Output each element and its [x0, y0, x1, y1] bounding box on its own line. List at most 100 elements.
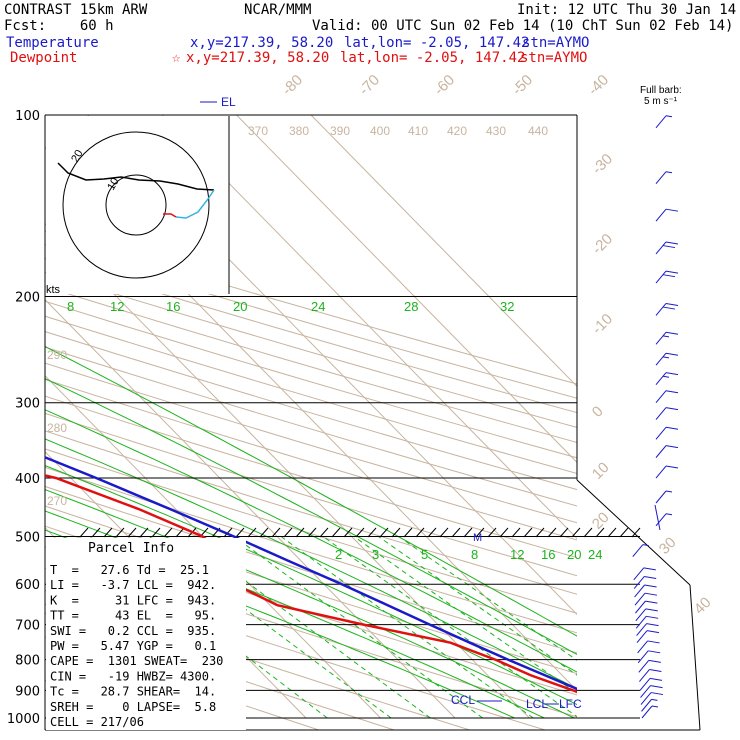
wind-barb-staff — [655, 372, 667, 385]
mixing-ratio-line — [89, 536, 328, 719]
moist-adiabat-label: 8 — [67, 299, 74, 314]
parcel-info-row: SWI = 0.2 CCL = 935. — [50, 624, 216, 638]
theta-e-label: 410 — [408, 124, 428, 138]
mixing-ratio-label: 2 — [335, 547, 342, 562]
wind-barb — [655, 115, 673, 129]
wind-barb — [655, 465, 679, 479]
forecast-hour: Fcst: 60 h — [4, 18, 114, 34]
freezing-hatch — [175, 527, 185, 538]
wind-barb — [640, 685, 663, 698]
wind-barb-half — [642, 544, 649, 547]
wind-barb-flag — [646, 615, 659, 619]
wind-barb-flag — [649, 677, 663, 681]
wind-barb-flag — [662, 245, 676, 249]
wind-barb-flag — [665, 331, 679, 335]
wind-barb-flag — [645, 600, 658, 604]
theta-e-label: 380 — [289, 124, 309, 138]
wind-barb-flag — [646, 623, 659, 627]
dry-adiabat-line — [45, 346, 577, 507]
wind-barb-staff — [655, 407, 667, 420]
wind-barb-staff — [655, 241, 667, 255]
wind-barb-staff — [655, 352, 667, 366]
wind-barb-half — [665, 115, 673, 118]
hodograph-ring-label: 10 — [105, 176, 122, 193]
freezing-hatch — [547, 527, 557, 538]
mixing-ratio-line — [234, 536, 483, 719]
freezing-hatch — [559, 527, 569, 538]
wind-barb-staff — [638, 660, 650, 673]
freezing-hatch — [367, 527, 377, 538]
hodograph-units: kts — [46, 284, 61, 296]
ccl-label: CCL — [451, 693, 475, 707]
lcl-label: LCL — [526, 697, 548, 711]
plot-frame — [44, 114, 701, 731]
isotherm-label: 30 — [656, 534, 680, 558]
freezing-hatch — [607, 527, 617, 538]
wind-barb-flag — [644, 584, 657, 588]
lfc-label: LFC — [559, 697, 582, 711]
wind-barbs — [632, 115, 679, 719]
wind-barb-flag — [665, 390, 679, 394]
isotherm-label: -40 — [585, 71, 612, 98]
wind-barb-flag — [665, 407, 679, 411]
mixing-ratio-label: 12 — [510, 547, 524, 562]
isotherm-line — [45, 222, 530, 719]
isotherm-label: 20 — [589, 509, 613, 533]
wind-barb — [639, 677, 663, 691]
mixing-ratio-label: 24 — [588, 547, 602, 562]
wind-barb-staff — [641, 705, 653, 719]
frame-diag — [576, 479, 691, 586]
pressure-label: 400 — [15, 472, 40, 487]
wind-barb-flag — [665, 352, 679, 356]
wind-barb — [655, 490, 673, 504]
wind-barb-staff — [655, 115, 667, 129]
theta-e-label: 420 — [447, 124, 467, 138]
freezing-hatch — [115, 527, 125, 538]
parcel-info-row: CELL = 217/06 — [50, 715, 144, 729]
pressure-label: 900 — [15, 684, 40, 699]
dry-adiabat-line — [45, 362, 577, 524]
wind-barb — [637, 650, 661, 664]
wind-barb-flag — [665, 241, 679, 245]
wind-barb-staff — [634, 584, 645, 598]
wind-barb — [655, 171, 673, 185]
freezing-hatch — [487, 527, 497, 538]
isotherm-label: -80 — [279, 71, 306, 98]
wind-barb-staff — [636, 623, 647, 636]
wind-barb-half — [665, 490, 673, 493]
wind-barb-flag — [650, 685, 663, 689]
wind-barb-staff — [655, 390, 667, 404]
theta-label: 280 — [47, 421, 67, 435]
wind-barb — [641, 698, 658, 712]
wind-barb-flag — [665, 445, 679, 449]
wind-barb — [635, 608, 658, 622]
wind-barb — [641, 705, 659, 719]
wind-barb-staff — [639, 669, 650, 682]
freezing-hatch — [403, 527, 413, 538]
freezing-hatch — [427, 527, 437, 538]
frame-right-lower — [689, 584, 701, 731]
wind-barb-staff — [634, 592, 646, 606]
freezing-hatch — [631, 527, 641, 538]
parcel-info-row: LI = -3.7 LCL = 942. — [50, 578, 216, 592]
dry-adiabat-line — [45, 430, 577, 595]
dry-adiabat-line — [45, 271, 577, 428]
dry-adiabat-line — [45, 466, 577, 634]
wind-barb-staff — [636, 630, 648, 643]
dewpoint-legend: Dewpoint — [10, 50, 78, 66]
isotherm-label: -20 — [589, 230, 616, 257]
barb-legend-units: 5 m s⁻¹ — [644, 96, 678, 107]
wind-barb — [637, 640, 660, 654]
moist-adiabat-label: 24 — [311, 299, 325, 314]
wind-barb-staff — [655, 445, 667, 458]
pressure-label: 600 — [15, 578, 40, 593]
parcel-info-row: CAPE = 1301 SWEAT= 230 — [50, 654, 223, 668]
wind-barb — [655, 208, 679, 222]
freezing-hatch — [151, 527, 161, 538]
theta-label: 270 — [47, 494, 67, 508]
theta-e-label: 370 — [248, 124, 268, 138]
dewpoint-latlon: lat,lon= -2.05, 147.42 — [340, 50, 526, 66]
wind-barb-half — [665, 171, 673, 174]
hodograph-trace — [57, 162, 215, 191]
hodograph-trace-lower — [175, 189, 215, 219]
